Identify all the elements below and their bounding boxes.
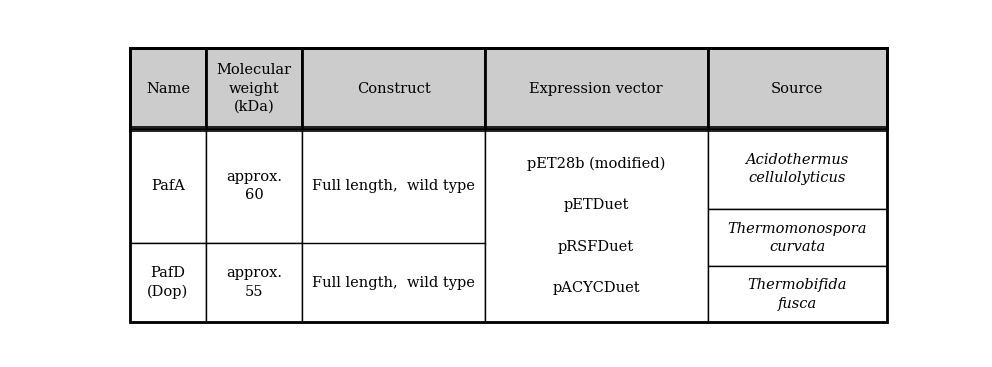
Bar — [707, 266, 887, 322]
Text: pETDuet: pETDuet — [563, 197, 629, 211]
Text: Source: Source — [771, 82, 823, 96]
Bar — [130, 48, 205, 129]
Bar — [130, 243, 205, 322]
Text: pRSFDuet: pRSFDuet — [558, 240, 634, 254]
Bar — [485, 48, 707, 129]
Text: PafD
(Dop): PafD (Dop) — [147, 266, 188, 299]
Text: PafA: PafA — [151, 179, 185, 193]
Text: Expression vector: Expression vector — [530, 82, 663, 96]
Text: Full length,  wild type: Full length, wild type — [312, 276, 475, 290]
Bar — [707, 48, 887, 129]
Bar — [205, 129, 303, 243]
Bar — [205, 48, 303, 129]
Bar — [205, 243, 303, 322]
Text: Thermobifida
fusca: Thermobifida fusca — [747, 278, 847, 310]
Bar — [707, 129, 887, 209]
Text: pET28b (modified): pET28b (modified) — [527, 157, 666, 171]
Text: Acidothermus
cellulolyticus: Acidothermus cellulolyticus — [746, 153, 849, 185]
Text: Construct: Construct — [357, 82, 431, 96]
Bar — [707, 209, 887, 266]
Text: approx.
55: approx. 55 — [226, 266, 282, 299]
Text: Thermomonospora
curvata: Thermomonospora curvata — [727, 222, 867, 254]
Text: Full length,  wild type: Full length, wild type — [312, 179, 475, 193]
Bar — [485, 129, 707, 322]
Bar — [130, 129, 205, 243]
Text: approx.
60: approx. 60 — [226, 170, 282, 202]
Bar — [303, 129, 485, 322]
Text: pACYCDuet: pACYCDuet — [553, 281, 640, 295]
Bar — [303, 48, 485, 129]
Text: Molecular
weight
(kDa): Molecular weight (kDa) — [216, 63, 292, 114]
Text: Name: Name — [146, 82, 189, 96]
